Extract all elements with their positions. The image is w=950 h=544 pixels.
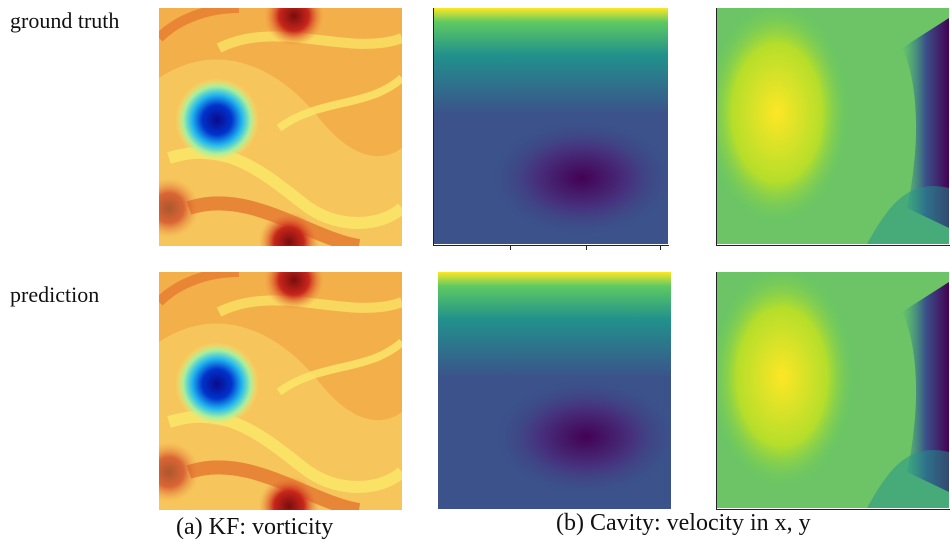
cavity-velocity-x-ground-truth-heatmap [434,8,668,244]
row-label-ground-truth: ground truth [10,8,120,33]
cavity-velocity-x-ground-truth-axes [433,8,669,250]
kf-vorticity-ground-truth-heatmap [159,8,402,246]
cavity-velocity-x-prediction-heatmap [438,272,671,509]
cavity-velocity-y-prediction-heatmap [717,272,949,508]
kf-vorticity-prediction-heatmap [159,272,402,510]
caption-b: (b) Cavity: velocity in x, y [556,510,811,536]
cavity-velocity-y-ground-truth-heatmap [717,8,949,244]
row-label-prediction: prediction [10,282,100,307]
caption-a: (a) KF: vorticity [176,514,334,540]
cavity-velocity-y-prediction-axes [716,272,950,510]
cavity-velocity-y-ground-truth-axes [716,8,950,246]
